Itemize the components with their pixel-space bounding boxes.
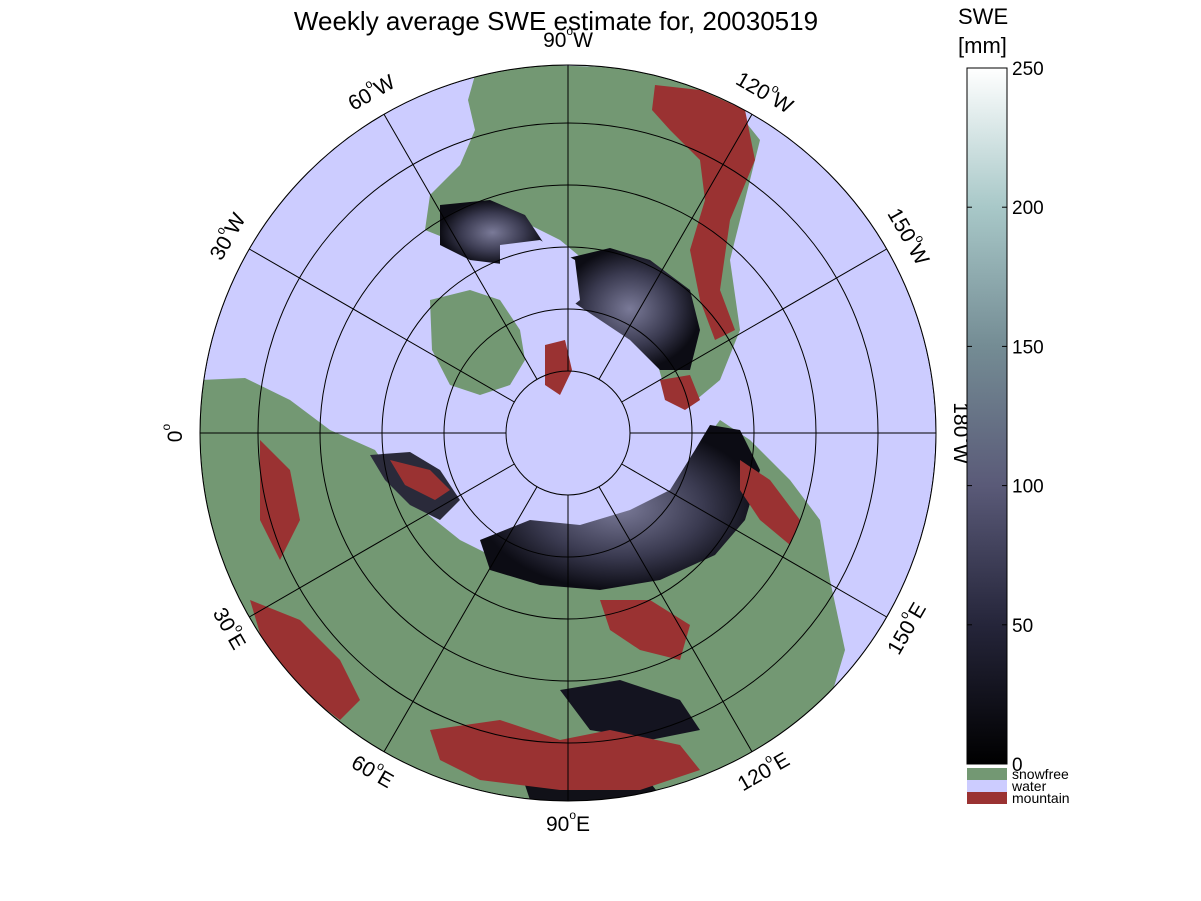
colorbar-tick-label: 150: [1012, 337, 1044, 358]
meridian-line: [249, 463, 515, 618]
snow-cover-arctic-archipelago: [560, 248, 700, 370]
hudson-bay: [500, 240, 580, 320]
map-title: Weekly average SWE estimate for, 2003051…: [294, 6, 818, 36]
colorbar: SWE [mm] 0 50 100 150 200 250 snowfreewatermo…: [958, 4, 1070, 806]
polar-map: [200, 65, 936, 801]
colorbar-tick-label: 50: [1012, 616, 1033, 637]
meridian-line: [383, 114, 538, 380]
graticule: [200, 65, 936, 801]
colorbar-gradient: [966, 67, 1008, 765]
meridian-line: [621, 463, 887, 618]
meridian-line: [598, 114, 753, 380]
colorbar-tick-label: 0: [1012, 755, 1023, 776]
category-label: mountain: [1012, 790, 1070, 806]
longitude-label: 60oW: [342, 66, 399, 115]
colorbar-label-unit: [mm]: [958, 33, 1007, 58]
map-border: [199, 64, 937, 802]
category-swatch: [967, 768, 1007, 780]
colorbar-tick-label: 200: [1012, 198, 1044, 219]
longitude-label: 90oW: [543, 24, 593, 51]
longitude-label: 0o: [159, 424, 186, 443]
meridian-line: [383, 486, 538, 752]
snow-cover-siberia: [480, 425, 760, 590]
colorbar-ticks: 0 50 100 150 200 250: [967, 59, 1044, 776]
snow-cover-central-asia: [560, 680, 700, 740]
category-label: water: [1011, 778, 1047, 794]
category-swatch: [967, 792, 1007, 804]
land-greenland: [430, 290, 525, 395]
meridian-line: [598, 486, 753, 752]
category-label: snowfree: [1012, 766, 1069, 782]
meridian-line: [249, 248, 515, 403]
colorbar-tick-label: 250: [1012, 59, 1044, 80]
mountain-regions: [250, 85, 800, 790]
longitude-label: 90oE: [546, 808, 590, 835]
meridian-line: [621, 248, 887, 403]
colorbar-label-swe: SWE: [958, 4, 1008, 29]
category-swatch: [967, 780, 1007, 792]
longitude-label: 30oW: [201, 207, 250, 264]
colorbar-tick-label: 100: [1012, 477, 1044, 498]
